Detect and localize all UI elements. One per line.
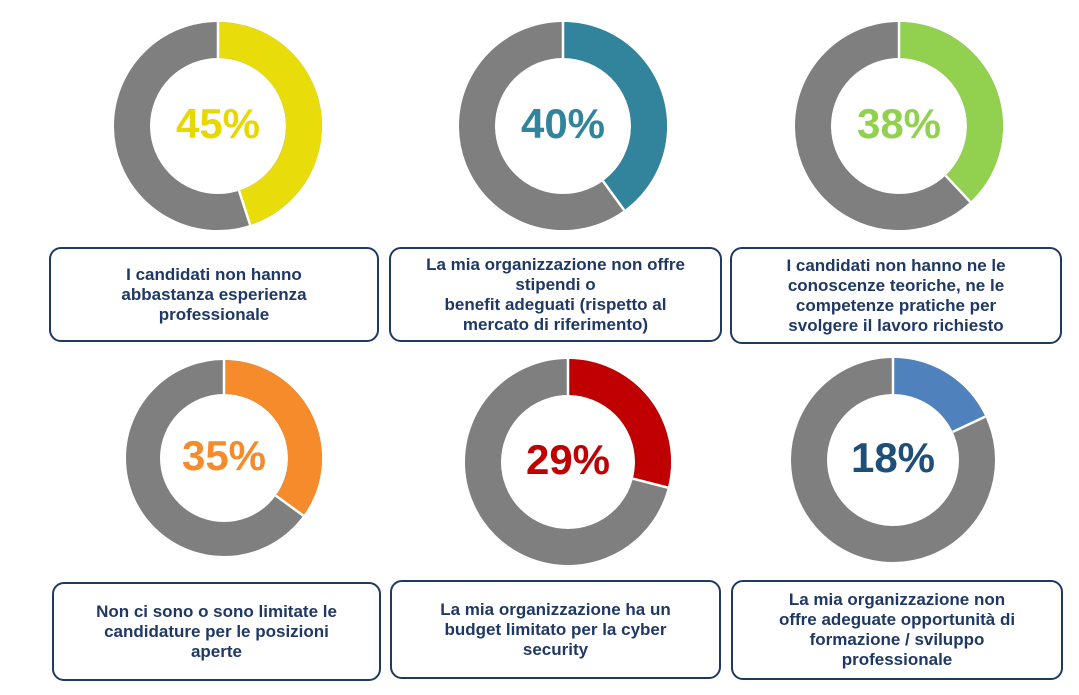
segment-separator-3-2 [944, 174, 972, 203]
percentage-label-6: 18% [850, 434, 936, 482]
percentage-label-5: 29% [525, 436, 611, 484]
segment-separator-2-2 [601, 180, 626, 211]
donut-chart-5: 29% [464, 358, 672, 566]
caption-box-1: I candidati non hanno abbastanza esperie… [49, 247, 379, 342]
donut-chart-1: 45% [113, 21, 323, 231]
caption-box-6: La mia organizzazione non offre adeguate… [731, 580, 1063, 680]
donut-svg-3 [795, 22, 1003, 230]
caption-text-6: La mia organizzazione non offre adeguate… [778, 590, 1016, 669]
percentage-label-1: 45% [175, 100, 261, 148]
donut-svg-6 [791, 358, 995, 562]
caption-text-3: I candidati non hanno ne le conoscenze t… [786, 255, 1006, 335]
caption-box-3: I candidati non hanno ne le conoscenze t… [730, 247, 1062, 344]
caption-text-4: Non ci sono o sono limitate le candidatu… [96, 601, 337, 661]
caption-text-5: La mia organizzazione ha un budget limit… [440, 599, 671, 659]
caption-text-1: I candidati non hanno abbastanza esperie… [121, 264, 307, 324]
caption-box-4: Non ci sono o sono limitate le candidatu… [52, 582, 381, 681]
donut-svg-2 [459, 22, 667, 230]
percentage-label-4: 35% [181, 432, 267, 480]
donut-chart-4: 35% [124, 358, 324, 558]
segment-separator-1-2 [237, 190, 252, 226]
donut-chart-3: 38% [794, 21, 1004, 231]
percentage-label-3: 38% [856, 100, 942, 148]
segment-separator-6-2 [952, 415, 986, 434]
caption-box-5: La mia organizzazione ha un budget limit… [390, 580, 721, 679]
donut-svg-1 [114, 22, 322, 230]
segment-separator-5-2 [632, 477, 669, 489]
caption-box-2: La mia organizzazione non offre stipendi… [389, 247, 722, 342]
donut-chart-6: 18% [790, 357, 996, 563]
donut-chart-2: 40% [458, 21, 668, 231]
donut-svg-4 [126, 360, 322, 556]
donut-svg-5 [465, 359, 671, 565]
caption-text-2: La mia organizzazione non offre stipendi… [426, 254, 685, 334]
percentage-label-2: 40% [520, 100, 606, 148]
segment-separator-4-2 [275, 494, 305, 517]
